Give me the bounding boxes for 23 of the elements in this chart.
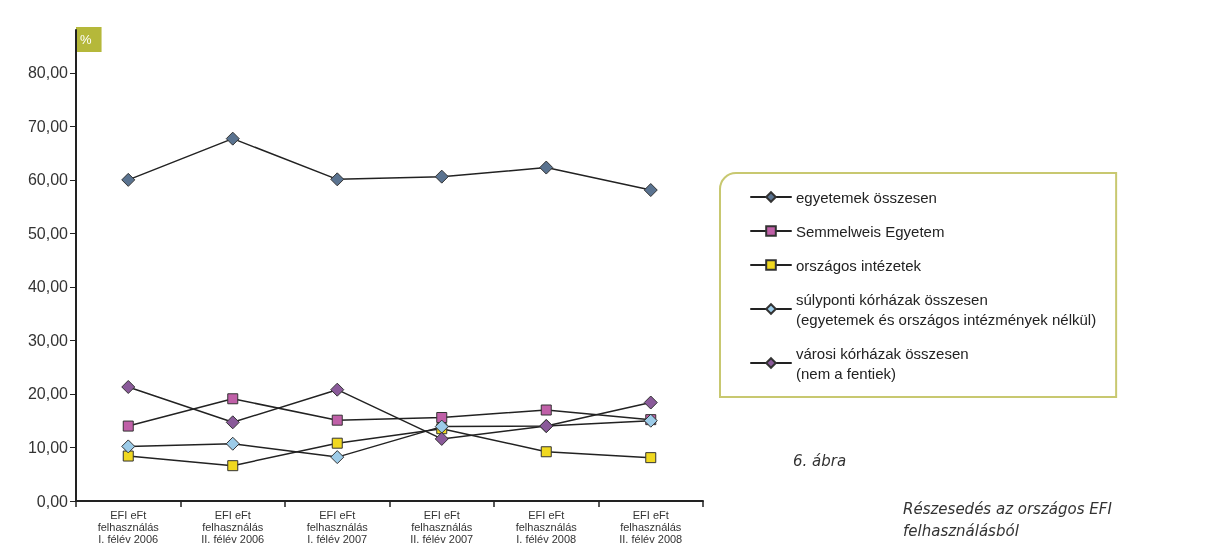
y-tick-label: 10,00 <box>27 438 69 456</box>
y-tick-label: 70,00 <box>27 117 69 135</box>
y-tick-label: 30,00 <box>27 331 69 349</box>
text: Részesedés az országos EFI felhasználásból <box>903 500 1117 540</box>
legend-label: városi kórházak összesen (nem a fentiek) <box>796 344 969 382</box>
y-tick-label: 20,00 <box>27 385 69 403</box>
legend-label: súlyponti kórházak összesen (egyetemek és országos intézmények nélkül) <box>796 290 1097 328</box>
y-tick-label: 80,00 <box>27 64 69 82</box>
y-tick-label: 0,00 <box>36 492 69 510</box>
x-tick-label: EFI eFt felhasználás I. félév 2007 <box>306 509 369 545</box>
x-tick-label: EFI eFt felhasználás II. félév 2008 <box>619 509 683 545</box>
x-tick-label: EFI eFt felhasználás I. félév 2008 <box>515 509 578 545</box>
x-tick-label: EFI eFt felhasználás II. félév 2007 <box>410 509 474 545</box>
x-tick-label: EFI eFt felhasználás II. félév 2006 <box>201 509 265 545</box>
y-tick-label: 40,00 <box>27 278 69 296</box>
x-tick-label: EFI eFt felhasználás I. félév 2006 <box>97 509 160 545</box>
legend-label: országos intézetek <box>796 256 922 274</box>
y-tick-label: 60,00 <box>27 171 69 189</box>
legend-label: Semmelweis Egyetem <box>796 222 945 240</box>
y-axis-title: % <box>80 32 92 47</box>
y-tick-label: 50,00 <box>27 224 69 242</box>
legend-label: egyetemek összesen <box>796 188 937 206</box>
text: 6. ábra <box>793 451 847 470</box>
